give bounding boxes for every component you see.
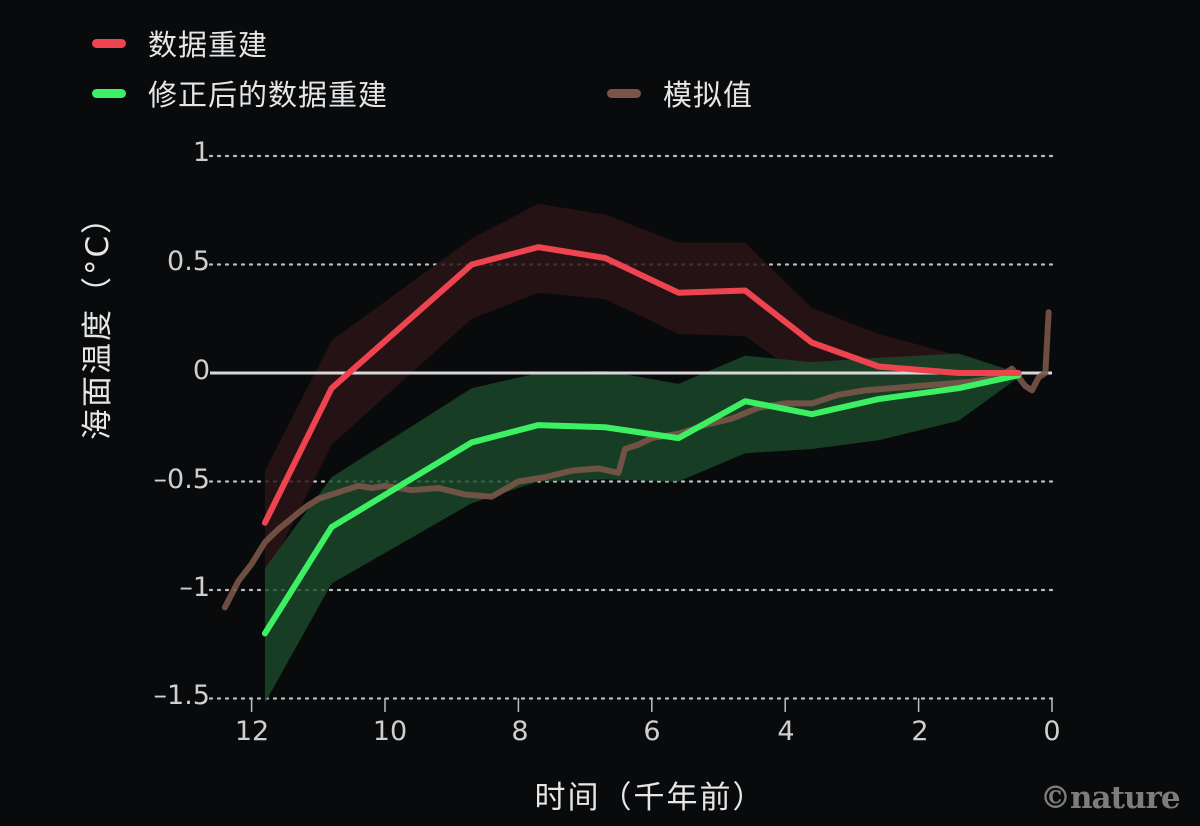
y-tick-label: 1 [192,137,210,168]
model-series [221,309,1052,611]
y-axis-title: 海面温度（°C） [80,200,116,440]
x-tick-label: 8 [511,716,529,747]
brown-line-swatch-icon [607,88,641,98]
legend-item-model: 模拟值 [607,72,753,114]
nature-credit-logo: ©nature [1040,780,1181,816]
y-tick-label: 0.5 [167,246,210,277]
legend-label: 数据重建 [148,28,269,62]
reconstruction-series [261,244,1022,526]
x-axis-ticks [250,698,1053,712]
green-uncertainty-band [264,353,1019,703]
legend-label: 修正后的数据重建 [148,78,389,112]
y-tick-label: –1.5 [153,680,210,711]
x-tick-label: 0 [1043,716,1061,747]
red-uncertainty-band [264,203,1019,580]
corrected-reconstruction-series [261,372,1022,637]
x-tick-label: 10 [372,716,408,747]
y-tick-label: –1 [179,572,210,603]
y-tick-label: 0 [192,355,210,386]
legend-label: 模拟值 [663,78,754,112]
red-line-swatch-icon [92,38,126,48]
grid-lines [208,154,1057,700]
legend-item-corrected: 修正后的数据重建 [92,72,388,114]
legend-item-reconstruction: 数据重建 [92,22,268,64]
x-tick-label: 2 [911,716,929,747]
green-line-swatch-icon [92,88,126,98]
y-tick-label: –0.5 [153,464,210,495]
x-axis-title: 时间（千年前） [534,780,766,816]
x-tick-label: 4 [777,716,795,747]
x-tick-label: 6 [643,716,661,747]
x-tick-label: 12 [234,716,270,747]
